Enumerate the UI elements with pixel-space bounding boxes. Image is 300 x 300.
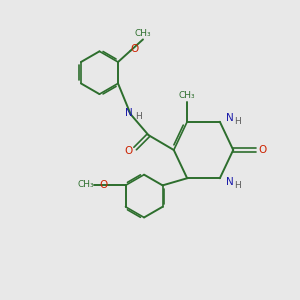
Text: N: N bbox=[226, 113, 234, 123]
Text: O: O bbox=[258, 145, 266, 155]
Text: O: O bbox=[130, 44, 138, 54]
Text: H: H bbox=[135, 112, 142, 121]
Text: H: H bbox=[234, 181, 241, 190]
Text: CH₃: CH₃ bbox=[179, 92, 196, 100]
Text: O: O bbox=[99, 180, 107, 190]
Text: CH₃: CH₃ bbox=[78, 180, 94, 189]
Text: N: N bbox=[125, 108, 133, 118]
Text: O: O bbox=[124, 146, 133, 157]
Text: N: N bbox=[226, 177, 234, 187]
Text: CH₃: CH₃ bbox=[135, 29, 151, 38]
Text: H: H bbox=[234, 117, 241, 126]
